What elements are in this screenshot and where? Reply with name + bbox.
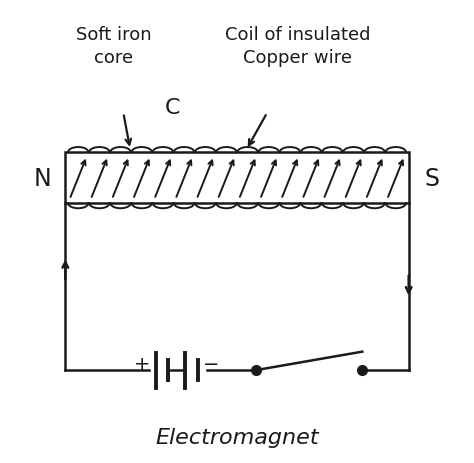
Text: Electromagnet: Electromagnet bbox=[155, 427, 319, 448]
Text: S: S bbox=[424, 166, 439, 190]
Text: Coil of insulated
Copper wire: Coil of insulated Copper wire bbox=[225, 25, 370, 67]
Text: N: N bbox=[33, 166, 51, 190]
Text: C: C bbox=[164, 98, 180, 118]
Text: +: + bbox=[134, 354, 150, 373]
Bar bbox=[65, 153, 409, 204]
Text: −: − bbox=[203, 354, 219, 373]
Text: Soft iron
core: Soft iron core bbox=[76, 25, 152, 67]
